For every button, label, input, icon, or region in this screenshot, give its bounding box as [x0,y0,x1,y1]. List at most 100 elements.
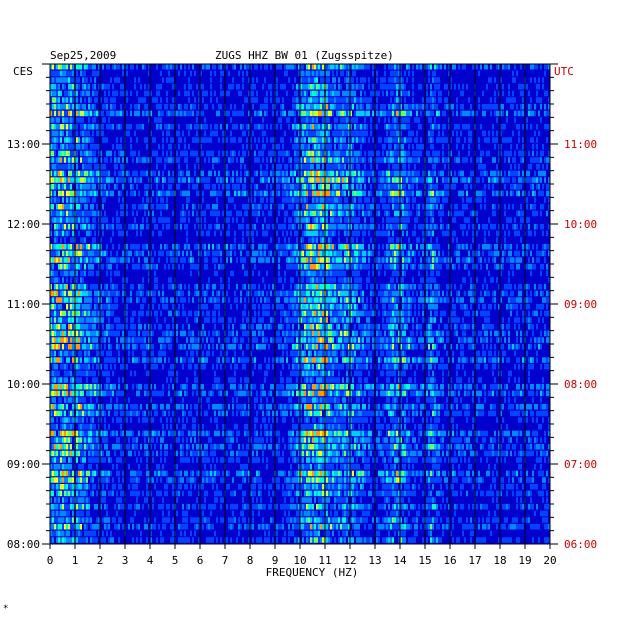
spectrogram-cell [314,64,316,70]
spectrogram-cell [68,110,70,117]
spectrogram-cell [394,104,396,110]
spectrogram-cell [256,210,258,217]
spectrogram-cell [316,144,318,150]
spectrogram-cell [394,197,396,203]
spectrogram-cell [440,224,442,230]
spectrogram-cell [418,157,420,163]
spectrogram-cell [316,90,318,97]
spectrogram-cell [102,64,104,70]
spectrogram-cell [270,90,272,97]
spectrogram-cell [222,264,224,270]
spectrogram-cell [248,284,250,290]
spectrogram-cell [504,237,506,243]
spectrogram-cell [320,157,322,163]
spectrogram-cell [386,190,388,197]
spectrogram-cell [314,124,316,130]
spectrogram-cell [508,90,510,97]
spectrogram-cell [458,250,460,257]
spectrogram-cell [520,217,522,223]
spectrogram-cell [204,224,206,230]
spectrogram-cell [340,70,342,77]
spectrogram-cell [510,284,512,290]
spectrogram-cell [296,230,298,237]
spectrogram-cell [370,150,372,157]
spectrogram-cell [360,170,362,177]
spectrogram-cell [312,170,314,177]
spectrogram-cell [300,164,302,170]
spectrogram-cell [246,250,248,257]
spectrogram-cell [334,104,336,110]
spectrogram-cell [98,84,100,90]
spectrogram-cell [468,110,470,117]
spectrogram-cell [390,137,392,143]
spectrogram-cell [194,70,196,77]
spectrogram-cell [194,170,196,177]
spectrogram-cell [188,217,190,223]
spectrogram-cell [522,217,524,223]
spectrogram-cell [328,264,330,270]
spectrogram-cell [252,270,254,277]
spectrogram-cell [130,110,132,117]
spectrogram-cell [326,124,328,130]
spectrogram-cell [214,270,216,277]
spectrogram-cell [228,184,230,190]
spectrogram-cell [202,197,204,203]
spectrogram-cell [52,244,54,250]
spectrogram-cell [228,197,230,203]
spectrogram-cell [152,217,154,223]
spectrogram-cell [334,277,336,283]
spectrogram-cell [98,270,100,277]
spectrogram-cell [376,110,378,117]
spectrogram-cell [180,64,182,70]
spectrogram-cell [330,170,332,177]
spectrogram-cell [332,224,334,230]
spectrogram-cell [336,150,338,157]
spectrogram-cell [310,64,312,70]
spectrogram-cell [76,224,78,230]
spectrogram-cell [492,277,494,283]
spectrogram-cell [320,230,322,237]
spectrogram-cell [160,244,162,250]
spectrogram-cell [310,184,312,190]
spectrogram-cell [434,190,436,197]
spectrogram-cell [162,190,164,197]
spectrogram-cell [406,217,408,223]
spectrogram-cell [382,244,384,250]
spectrogram-cell [126,90,128,97]
spectrogram-cell [342,277,344,283]
spectrogram-cell [198,124,200,130]
spectrogram-cell [204,250,206,257]
spectrogram-cell [518,210,520,217]
spectrogram-cell [68,130,70,137]
spectrogram-cell [344,164,346,170]
spectrogram-cell [250,137,252,143]
spectrogram-cell [64,270,66,277]
spectrogram-cell [380,170,382,177]
spectrogram-cell [282,244,284,250]
spectrogram-cell [70,244,72,250]
spectrogram-cell [118,257,120,263]
spectrogram-cell [154,137,156,143]
spectrogram-cell [92,270,94,277]
spectrogram-cell [66,230,68,237]
spectrogram-cell [82,244,84,250]
spectrogram-cell [404,104,406,110]
spectrogram-cell [156,84,158,90]
spectrogram-cell [394,144,396,150]
spectrogram-cell [120,90,122,97]
spectrogram-cell [202,90,204,97]
spectrogram-cell [532,184,534,190]
spectrogram-cell [526,250,528,257]
spectrogram-cell [290,277,292,283]
spectrogram-cell [342,210,344,217]
spectrogram-cell [354,224,356,230]
spectrogram-cell [260,150,262,157]
spectrogram-cell [220,70,222,77]
spectrogram-cell [350,244,352,250]
spectrogram-cell [62,84,64,90]
spectrogram-cell [484,184,486,190]
spectrogram-cell [460,110,462,117]
spectrogram-cell [268,210,270,217]
spectrogram-cell [142,284,144,290]
spectrogram-cell [70,110,72,117]
